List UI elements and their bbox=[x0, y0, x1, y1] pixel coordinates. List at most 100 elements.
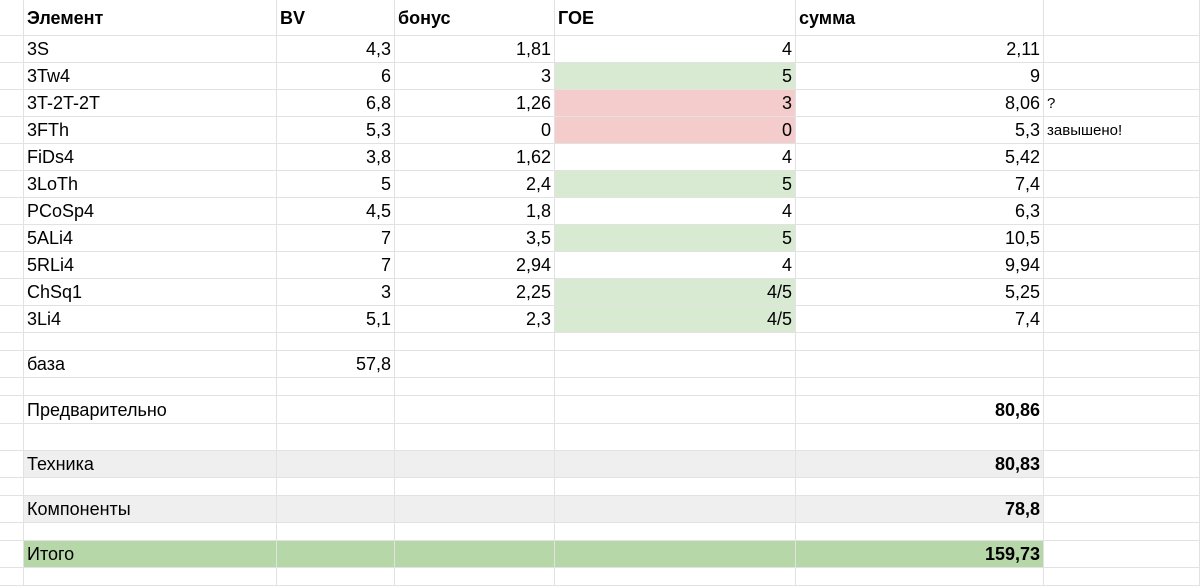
empty-cell[interactable] bbox=[0, 333, 24, 351]
row-3-element[interactable]: 3FTh bbox=[24, 117, 277, 144]
empty-cell[interactable] bbox=[24, 378, 277, 396]
empty-cell[interactable] bbox=[555, 424, 796, 451]
empty-cell[interactable] bbox=[1044, 378, 1200, 396]
row-3-sum[interactable]: 5,3 bbox=[796, 117, 1044, 144]
empty-cell[interactable] bbox=[0, 252, 24, 279]
empty-cell[interactable] bbox=[0, 144, 24, 171]
empty-cell[interactable] bbox=[1044, 333, 1200, 351]
row-4-note[interactable] bbox=[1044, 144, 1200, 171]
empty-cell[interactable] bbox=[24, 523, 277, 541]
row-1-note[interactable] bbox=[1044, 63, 1200, 90]
empty-cell[interactable] bbox=[796, 351, 1044, 378]
row-10-goe[interactable]: 4/5 bbox=[555, 306, 796, 333]
empty-cell[interactable] bbox=[0, 279, 24, 306]
row-1-goe[interactable]: 5 bbox=[555, 63, 796, 90]
header-cell-element[interactable]: Элемент bbox=[24, 0, 277, 36]
row-0-goe[interactable]: 4 bbox=[555, 36, 796, 63]
empty-cell[interactable] bbox=[0, 496, 24, 523]
row-0-sum[interactable]: 2,11 bbox=[796, 36, 1044, 63]
row-0-bonus[interactable]: 1,81 bbox=[395, 36, 555, 63]
empty-cell[interactable] bbox=[277, 378, 395, 396]
row-3-note[interactable]: завышено! bbox=[1044, 117, 1200, 144]
row-2-bv[interactable]: 6,8 bbox=[277, 90, 395, 117]
row-5-goe[interactable]: 5 bbox=[555, 171, 796, 198]
row-2-element[interactable]: 3T-2T-2T bbox=[24, 90, 277, 117]
header-cell-sum[interactable]: сумма bbox=[796, 0, 1044, 36]
row-7-note[interactable] bbox=[1044, 225, 1200, 252]
row-5-sum[interactable]: 7,4 bbox=[796, 171, 1044, 198]
technique-value[interactable]: 80,83 bbox=[796, 451, 1044, 478]
row-5-bonus[interactable]: 2,4 bbox=[395, 171, 555, 198]
empty-cell[interactable] bbox=[395, 523, 555, 541]
row-6-note[interactable] bbox=[1044, 198, 1200, 225]
empty-cell[interactable] bbox=[277, 396, 395, 424]
empty-cell[interactable] bbox=[277, 333, 395, 351]
row-5-note[interactable] bbox=[1044, 171, 1200, 198]
row-5-element[interactable]: 3LoTh bbox=[24, 171, 277, 198]
row-10-sum[interactable]: 7,4 bbox=[796, 306, 1044, 333]
empty-cell[interactable] bbox=[395, 351, 555, 378]
empty-cell[interactable] bbox=[0, 541, 24, 568]
empty-cell[interactable] bbox=[555, 496, 796, 523]
empty-cell[interactable] bbox=[0, 451, 24, 478]
components-value[interactable]: 78,8 bbox=[796, 496, 1044, 523]
row-9-element[interactable]: ChSq1 bbox=[24, 279, 277, 306]
empty-cell[interactable] bbox=[277, 568, 395, 586]
empty-cell[interactable] bbox=[395, 333, 555, 351]
empty-cell[interactable] bbox=[395, 378, 555, 396]
empty-cell[interactable] bbox=[0, 171, 24, 198]
row-4-element[interactable]: FiDs4 bbox=[24, 144, 277, 171]
row-6-goe[interactable]: 4 bbox=[555, 198, 796, 225]
row-3-bonus[interactable]: 0 bbox=[395, 117, 555, 144]
row-8-bonus[interactable]: 2,94 bbox=[395, 252, 555, 279]
row-6-bv[interactable]: 4,5 bbox=[277, 198, 395, 225]
empty-cell[interactable] bbox=[555, 396, 796, 424]
empty-cell[interactable] bbox=[0, 568, 24, 586]
row-8-bv[interactable]: 7 bbox=[277, 252, 395, 279]
empty-cell[interactable] bbox=[555, 333, 796, 351]
row-2-bonus[interactable]: 1,26 bbox=[395, 90, 555, 117]
empty-cell[interactable] bbox=[0, 0, 24, 36]
empty-cell[interactable] bbox=[277, 424, 395, 451]
empty-cell[interactable] bbox=[0, 90, 24, 117]
row-10-note[interactable] bbox=[1044, 306, 1200, 333]
empty-cell[interactable] bbox=[0, 225, 24, 252]
row-2-goe[interactable]: 3 bbox=[555, 90, 796, 117]
empty-cell[interactable] bbox=[395, 541, 555, 568]
empty-cell[interactable] bbox=[395, 478, 555, 496]
empty-cell[interactable] bbox=[0, 523, 24, 541]
row-4-bonus[interactable]: 1,62 bbox=[395, 144, 555, 171]
empty-cell[interactable] bbox=[0, 117, 24, 144]
empty-cell[interactable] bbox=[0, 351, 24, 378]
row-0-element[interactable]: 3S bbox=[24, 36, 277, 63]
empty-cell[interactable] bbox=[555, 351, 796, 378]
row-9-note[interactable] bbox=[1044, 279, 1200, 306]
row-9-goe[interactable]: 4/5 bbox=[555, 279, 796, 306]
empty-cell[interactable] bbox=[796, 333, 1044, 351]
empty-cell[interactable] bbox=[0, 478, 24, 496]
row-7-element[interactable]: 5ALi4 bbox=[24, 225, 277, 252]
row-1-sum[interactable]: 9 bbox=[796, 63, 1044, 90]
row-8-goe[interactable]: 4 bbox=[555, 252, 796, 279]
header-cell-bonus[interactable]: бонус bbox=[395, 0, 555, 36]
empty-cell[interactable] bbox=[277, 451, 395, 478]
prelim-value[interactable]: 80,86 bbox=[796, 396, 1044, 424]
row-8-sum[interactable]: 9,94 bbox=[796, 252, 1044, 279]
row-9-bv[interactable]: 3 bbox=[277, 279, 395, 306]
row-9-bonus[interactable]: 2,25 bbox=[395, 279, 555, 306]
empty-cell[interactable] bbox=[1044, 0, 1200, 36]
row-3-bv[interactable]: 5,3 bbox=[277, 117, 395, 144]
row-10-bonus[interactable]: 2,3 bbox=[395, 306, 555, 333]
row-3-goe[interactable]: 0 bbox=[555, 117, 796, 144]
empty-cell[interactable] bbox=[277, 523, 395, 541]
empty-cell[interactable] bbox=[555, 541, 796, 568]
empty-cell[interactable] bbox=[555, 568, 796, 586]
base-label[interactable]: база bbox=[24, 351, 277, 378]
row-7-goe[interactable]: 5 bbox=[555, 225, 796, 252]
total-label[interactable]: Итого bbox=[24, 541, 277, 568]
empty-cell[interactable] bbox=[0, 36, 24, 63]
empty-cell[interactable] bbox=[555, 478, 796, 496]
empty-cell[interactable] bbox=[1044, 351, 1200, 378]
empty-cell[interactable] bbox=[0, 306, 24, 333]
header-cell-goe[interactable]: ГОЕ bbox=[555, 0, 796, 36]
